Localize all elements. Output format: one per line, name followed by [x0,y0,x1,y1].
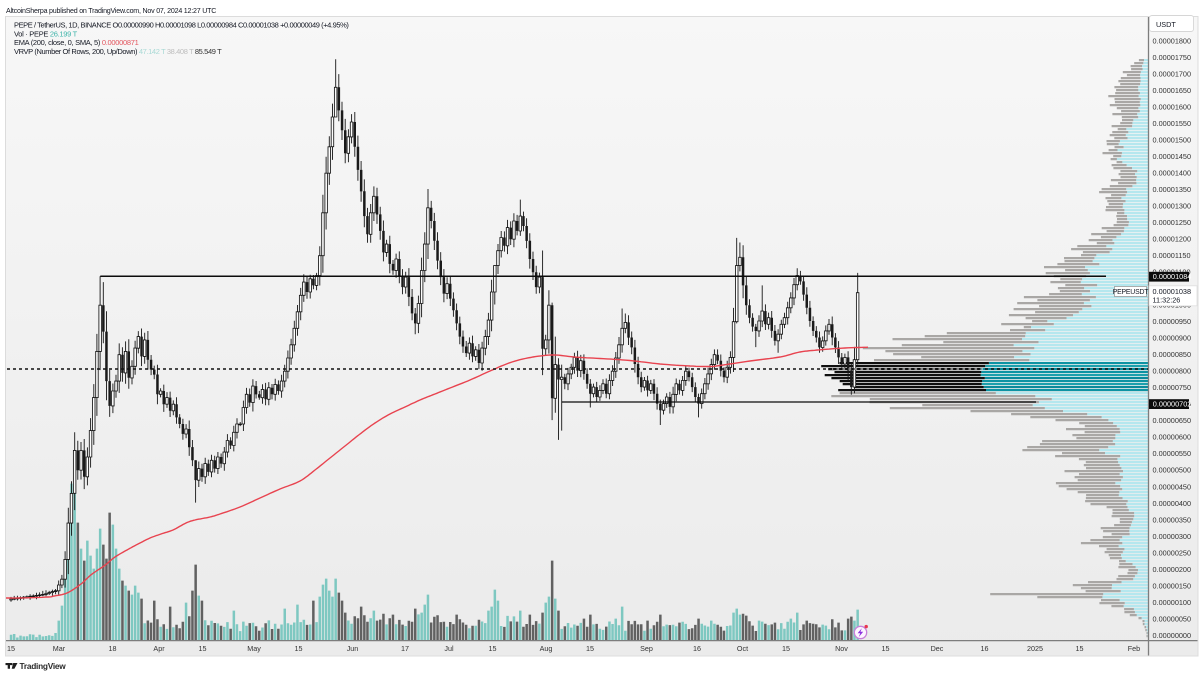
svg-text:0.00001400: 0.00001400 [1153,169,1192,178]
svg-text:0.00000500: 0.00000500 [1153,466,1192,475]
svg-text:0.00000000: 0.00000000 [1153,631,1192,640]
svg-text:Feb: Feb [1128,644,1140,653]
svg-text:0.00000900: 0.00000900 [1153,334,1192,343]
svg-text:0.00000300: 0.00000300 [1153,532,1192,541]
svg-text:15: 15 [7,644,15,653]
svg-text:USDT: USDT [1156,20,1176,29]
svg-text:0.00001300: 0.00001300 [1153,202,1192,211]
svg-text:PEPEUSDT: PEPEUSDT [1113,289,1150,296]
svg-text:0.00001600: 0.00001600 [1153,103,1192,112]
svg-text:Sep: Sep [640,644,653,653]
svg-text:15: 15 [586,644,594,653]
svg-text:2025: 2025 [1027,644,1043,653]
svg-text:0.00001750: 0.00001750 [1153,53,1192,62]
svg-text:0.00001700: 0.00001700 [1153,70,1192,79]
svg-text:Vol · PEPE 26.199 T: Vol · PEPE 26.199 T [14,29,78,38]
svg-text:Oct: Oct [737,644,748,653]
svg-text:May: May [247,644,261,653]
svg-text:0.00000050: 0.00000050 [1153,614,1192,623]
svg-text:0.00001150: 0.00001150 [1153,251,1191,260]
svg-text:Jul: Jul [444,644,454,653]
svg-text:0.00001250: 0.00001250 [1153,218,1192,227]
svg-text:0.00001084: 0.00001084 [1153,272,1192,281]
svg-text:0.00001800: 0.00001800 [1153,37,1192,46]
svg-text:Aug: Aug [540,644,553,653]
svg-text:15: 15 [489,644,497,653]
svg-text:0.00000400: 0.00000400 [1153,499,1192,508]
svg-text:0.00001500: 0.00001500 [1153,136,1192,145]
svg-text:0.00000650: 0.00000650 [1153,416,1192,425]
svg-text:0.00000550: 0.00000550 [1153,449,1192,458]
svg-text:Mar: Mar [53,644,66,653]
svg-text:Jun: Jun [347,644,359,653]
svg-text:0.00001200: 0.00001200 [1153,235,1192,244]
svg-text:11:32:26: 11:32:26 [1153,296,1181,305]
svg-text:0.00001450: 0.00001450 [1153,152,1192,161]
svg-text:0.00000450: 0.00000450 [1153,482,1192,491]
svg-text:0.00000800: 0.00000800 [1153,367,1192,376]
svg-text:16: 16 [981,644,989,653]
svg-text:EMA (200, close, 0, SMA, 5) 0: EMA (200, close, 0, SMA, 5) 0.00000871 [14,38,139,47]
svg-text:0.00000750: 0.00000750 [1153,383,1192,392]
svg-text:18: 18 [109,644,117,653]
svg-text:0.00000950: 0.00000950 [1153,317,1192,326]
svg-text:17: 17 [401,644,409,653]
svg-text:0.00000850: 0.00000850 [1153,350,1192,359]
svg-text:TradingView: TradingView [20,661,67,671]
svg-text:15: 15 [199,644,207,653]
svg-text:AltcoinSherpa published on Tra: AltcoinSherpa published on TradingView.c… [6,7,216,15]
svg-text:0.00000250: 0.00000250 [1153,548,1192,557]
svg-text:0.00001550: 0.00001550 [1153,119,1192,128]
svg-text:Nov: Nov [835,644,848,653]
svg-text:0.00000702: 0.00000702 [1153,400,1192,409]
svg-text:Apr: Apr [153,644,165,653]
svg-text:0.00000350: 0.00000350 [1153,515,1192,524]
svg-text:0.00001350: 0.00001350 [1153,185,1192,194]
svg-text:15: 15 [1076,644,1084,653]
svg-text:15: 15 [782,644,790,653]
svg-text:16: 16 [693,644,701,653]
svg-text:VRVP (Number Of Rows, 200, Up/: VRVP (Number Of Rows, 200, Up/Down) 47.1… [14,47,222,56]
svg-text:0.00000200: 0.00000200 [1153,565,1192,574]
svg-text:0.00001650: 0.00001650 [1153,86,1192,95]
svg-text:15: 15 [882,644,890,653]
svg-text:Dec: Dec [931,644,944,653]
svg-text:0.00000100: 0.00000100 [1153,598,1192,607]
svg-text:0.00000600: 0.00000600 [1153,433,1192,442]
svg-text:15: 15 [295,644,303,653]
svg-text:0.00000150: 0.00000150 [1153,581,1192,590]
svg-text:PEPE / TetherUS, 1D, BINANCE: PEPE / TetherUS, 1D, BINANCE O0.00000990… [14,21,349,30]
svg-text:0.00001038: 0.00001038 [1153,287,1192,296]
